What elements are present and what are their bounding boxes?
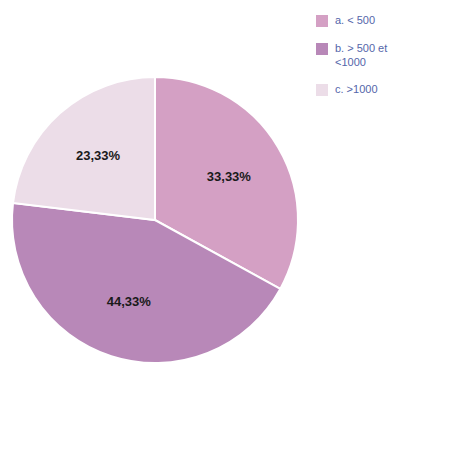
html-text:b. > 500 et <1000: b. > 500 et <1000 — [335, 41, 388, 68]
svg-text:44,33%: 44,33% — [107, 294, 152, 309]
svg-text:33,33%: 33,33% — [207, 169, 252, 184]
html-text:a. < 500: a. < 500 — [335, 14, 376, 26]
svg-text:23,33%: 23,33% — [76, 148, 121, 163]
html-text:c. >1000: c. >1000 — [335, 83, 378, 96]
